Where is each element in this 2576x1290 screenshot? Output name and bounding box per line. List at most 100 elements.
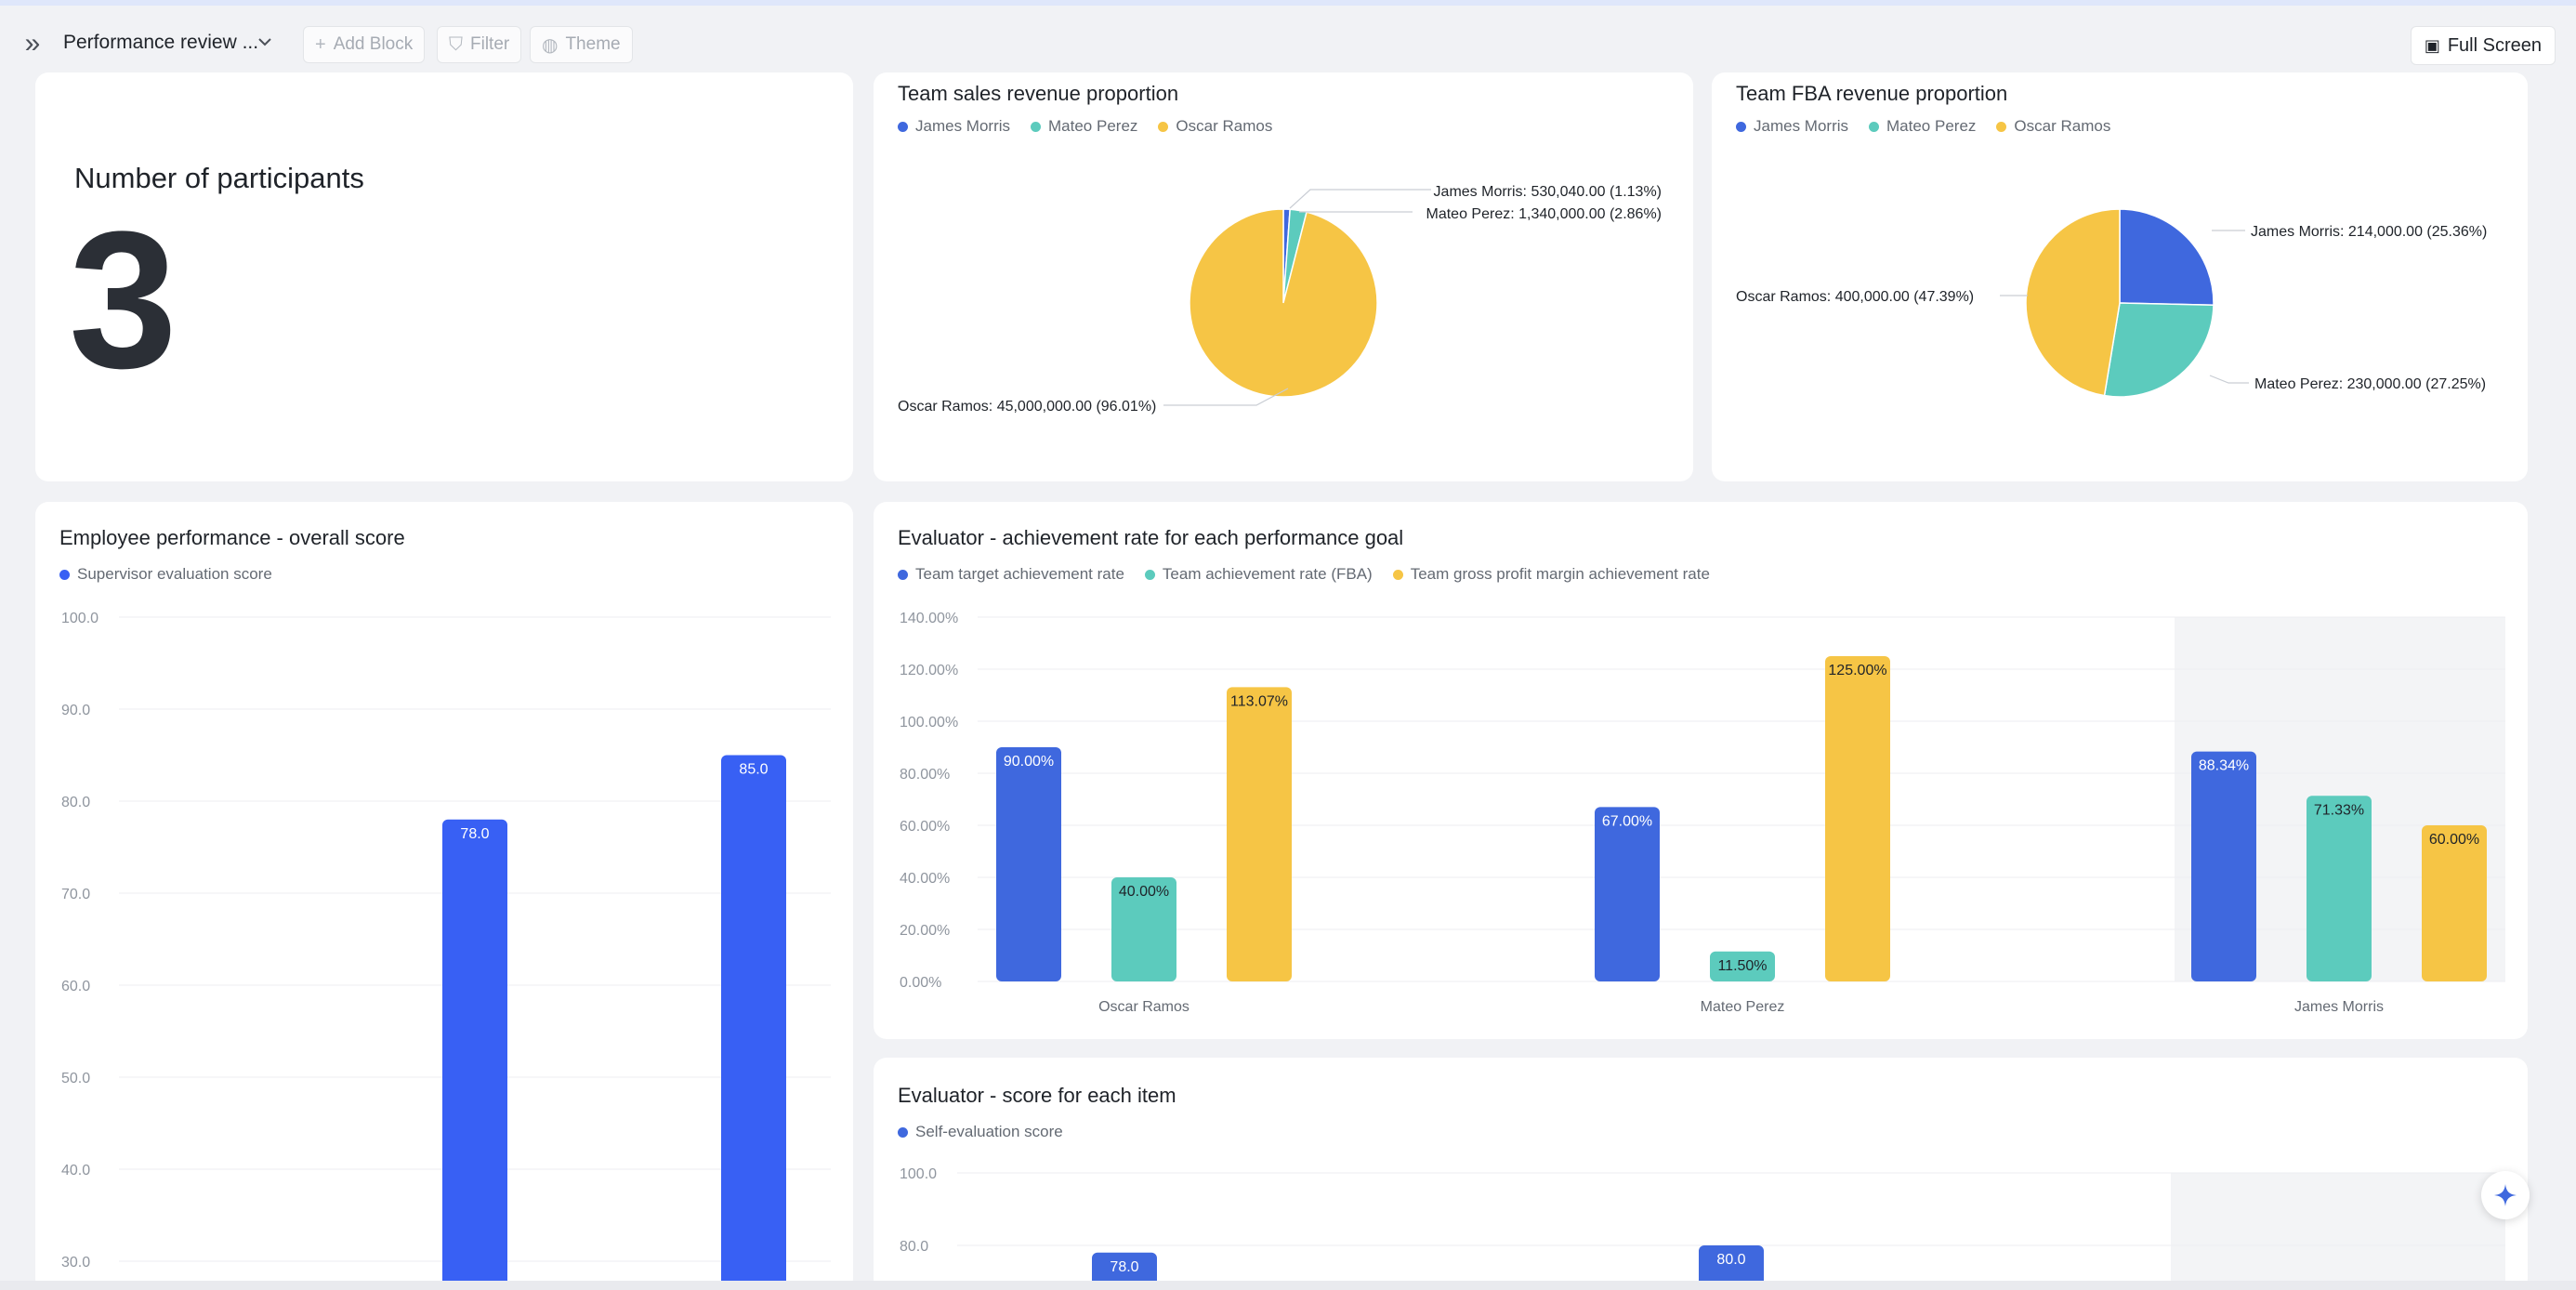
y-tick-label: 40.0: [61, 1163, 90, 1178]
x-category-label: Oscar Ramos: [1098, 999, 1189, 1015]
y-tick-label: 80.0: [61, 795, 90, 810]
legend-dot: [1996, 121, 2007, 132]
filter-button[interactable]: ⛉ Filter: [437, 26, 522, 63]
leader-line: [1163, 388, 1289, 406]
item-score-legend: Self-evaluation score: [898, 1123, 1063, 1141]
achievement-chart: 140.00% 120.00% 100.00% 80.00% 60.00% 40.00% 2…: [900, 611, 2505, 1015]
bar-fba[interactable]: [1710, 951, 1775, 981]
y-tick-label: 80.0: [900, 1239, 928, 1255]
y-tick-label: 50.0: [61, 1071, 90, 1086]
sales-pie-chart: James Morris: 530,040.00 (1.13%) Mateo P…: [898, 184, 1662, 415]
bar-value-label: 88.34%: [2199, 758, 2249, 774]
y-tick-label: 30.0: [61, 1255, 90, 1270]
bar-gross[interactable]: [2422, 825, 2487, 981]
bar-fba[interactable]: [2307, 796, 2372, 981]
achievement-legend: Team target achievement rate Team achiev…: [898, 565, 1710, 584]
bar-target[interactable]: [2191, 751, 2256, 981]
legend-item-james[interactable]: James Morris: [898, 117, 1010, 136]
legend-label: Team achievement rate (FBA): [1162, 565, 1373, 583]
legend-item-oscar[interactable]: Oscar Ramos: [1158, 117, 1272, 136]
toolbar: » Performance review ... + Add Block ⛉ F…: [0, 6, 2576, 78]
achievement-card: Evaluator - achievement rate for each pe…: [874, 502, 2528, 1039]
expand-sidebar-icon[interactable]: »: [24, 28, 41, 59]
add-block-label: Add Block: [333, 34, 414, 54]
legend-dot: [898, 1126, 908, 1138]
legend-label: Oscar Ramos: [2014, 117, 2111, 135]
legend-dot: [898, 121, 908, 132]
legend-item-fba[interactable]: Team achievement rate (FBA): [1144, 565, 1373, 584]
top-accent-strip: [0, 0, 2576, 6]
bar-value-label: 80.0: [1716, 1252, 1745, 1268]
monitor-icon: ▣: [2424, 35, 2440, 55]
filter-label: Filter: [470, 34, 510, 54]
pie-slice-oscar-ramos[interactable]: [1189, 208, 1378, 398]
bar-gross[interactable]: [1825, 656, 1890, 981]
legend-item-mateo[interactable]: Mateo Perez: [1869, 117, 1976, 136]
fba-pie-card: Team FBA revenue proportion James Morris…: [1712, 72, 2528, 481]
participants-label: Number of participants: [74, 162, 364, 194]
bar-self-score[interactable]: [1092, 1252, 1157, 1290]
y-tick-label: 100.00%: [900, 715, 958, 731]
bar-value-label: 90.00%: [1004, 754, 1054, 770]
hover-highlight: [2171, 1173, 2505, 1290]
palette-icon: ◍: [542, 34, 559, 56]
legend-dot: [59, 569, 70, 580]
bar-value-label: 78.0: [460, 826, 489, 842]
bar-value-label: 85.0: [739, 762, 768, 778]
legend-item-gross[interactable]: Team gross profit margin achievement rat…: [1392, 565, 1710, 584]
slice-label-oscar: Oscar Ramos: 45,000,000.00 (96.01%): [898, 399, 1156, 415]
overall-score-title: Employee performance - overall score: [59, 526, 405, 549]
legend-item-supervisor[interactable]: Supervisor evaluation score: [59, 565, 272, 584]
full-screen-label: Full Screen: [2447, 34, 2542, 56]
legend-dot: [1158, 121, 1169, 132]
bar-self-score[interactable]: [1699, 1245, 1764, 1290]
legend-dot: [1031, 121, 1042, 132]
ai-assistant-button[interactable]: [2481, 1171, 2530, 1219]
bar-value-label: 67.00%: [1602, 813, 1652, 829]
sales-pie-card: Team sales revenue proportion James Morr…: [874, 72, 1693, 481]
bar-supervisor-score[interactable]: [721, 755, 786, 1290]
leader-line: [1289, 189, 1431, 209]
slice-label-james: James Morris: 214,000.00 (25.36%): [2251, 224, 2487, 240]
overall-score-chart: 100.0 90.0 80.0 70.0 60.0 50.0 40.0 30.0 78.0 85.…: [61, 611, 831, 1290]
legend-label: Mateo Perez: [1048, 117, 1138, 135]
bar-supervisor-score[interactable]: [442, 819, 507, 1290]
bar-value-label: 78.0: [1110, 1259, 1138, 1275]
pie-slice-oscar-ramos[interactable]: [2025, 208, 2121, 397]
fba-pie-legend: James Morris Mateo Perez Oscar Ramos: [1736, 117, 2110, 136]
y-tick-label: 60.00%: [900, 819, 950, 835]
sales-pie-title: Team sales revenue proportion: [898, 82, 1179, 105]
legend-label: Team target achievement rate: [915, 565, 1124, 583]
bar-target[interactable]: [1595, 807, 1660, 981]
bar-value-label: 113.07%: [1230, 693, 1288, 709]
participants-card: Number of participants 3: [35, 72, 853, 481]
legend-item-mateo[interactable]: Mateo Perez: [1031, 117, 1137, 136]
theme-button[interactable]: ◍ Theme: [530, 26, 633, 63]
achievement-title: Evaluator - achievement rate for each pe…: [898, 526, 1404, 549]
bar-gross[interactable]: [1227, 687, 1292, 981]
bar-target[interactable]: [996, 747, 1061, 981]
chevron-down-icon[interactable]: [255, 32, 275, 52]
pie-slice-james-morris[interactable]: [2119, 208, 2215, 307]
dashboard-title[interactable]: Performance review ...: [63, 32, 259, 53]
fba-pie-chart: James Morris: 214,000.00 (25.36%) Mateo …: [1736, 208, 2487, 398]
bar-value-label: 40.00%: [1119, 884, 1169, 900]
overall-score-legend: Supervisor evaluation score: [59, 565, 272, 584]
y-tick-label: 40.00%: [900, 871, 950, 887]
bar-value-label: 125.00%: [1828, 663, 1886, 678]
full-screen-button[interactable]: ▣ Full Screen: [2410, 26, 2556, 65]
plus-icon: +: [315, 33, 326, 55]
add-block-button[interactable]: + Add Block: [303, 26, 426, 63]
bar-value-label: 71.33%: [2314, 802, 2364, 818]
legend-item-james[interactable]: James Morris: [1736, 117, 1848, 136]
y-tick-label: 20.00%: [900, 923, 950, 939]
bar-fba[interactable]: [1111, 877, 1176, 981]
theme-label: Theme: [565, 34, 621, 54]
legend-item-self[interactable]: Self-evaluation score: [898, 1123, 1063, 1141]
legend-dot: [1869, 121, 1880, 132]
legend-item-oscar[interactable]: Oscar Ramos: [1996, 117, 2110, 136]
pie-slice-mateo-perez[interactable]: [2103, 302, 2215, 398]
bar-value-label: 11.50%: [1717, 958, 1767, 974]
legend-label: James Morris: [915, 117, 1011, 135]
legend-item-target[interactable]: Team target achievement rate: [898, 565, 1124, 584]
